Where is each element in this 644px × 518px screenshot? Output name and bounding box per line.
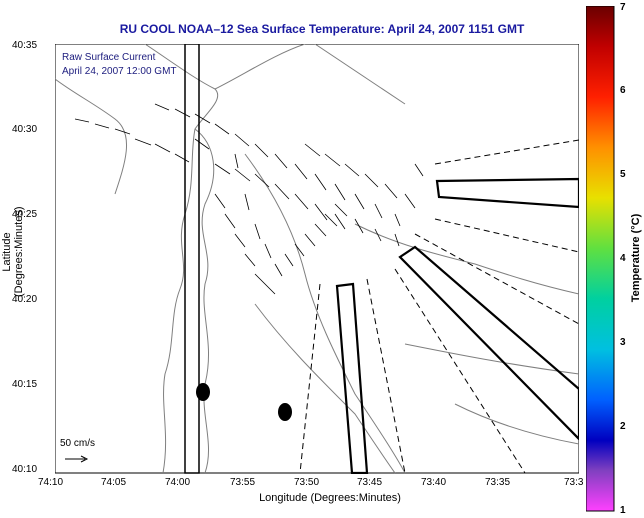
xtick-6: 73:40 — [421, 477, 447, 488]
cbar-tick-6: 6 — [620, 85, 626, 96]
coastline — [184, 44, 200, 474]
xtick-0: 74:10 — [38, 477, 64, 488]
cbar-tick-2: 2 — [620, 421, 626, 432]
y-axis-label: Latitude (Degrees:Minutes) — [1, 206, 25, 297]
current-vectors — [74, 103, 424, 295]
map-title: RU COOL NOAA–12 Sea Surface Temperature:… — [119, 22, 525, 36]
cbar-tick-3: 3 — [620, 337, 626, 348]
xtick-7: 73:35 — [485, 477, 511, 488]
buoy-marker-1 — [196, 383, 210, 401]
xtick-2: 74:00 — [165, 477, 191, 488]
cbar-tick-1: 1 — [620, 505, 626, 516]
xtick-1: 74:05 — [101, 477, 127, 488]
ytick-1: 40:30 — [12, 124, 38, 135]
ytick-0: 40:35 — [12, 40, 38, 51]
vector-legend: Raw Surface Current April 24, 2007 12:00… — [62, 51, 177, 79]
ytick-5: 40:10 — [12, 464, 38, 475]
colorbar-gradient — [586, 6, 615, 512]
xtick-4: 73:50 — [294, 477, 320, 488]
plot-frame — [55, 44, 579, 474]
cbar-tick-4: 4 — [620, 253, 626, 264]
cbar-tick-5: 5 — [620, 169, 626, 180]
ytick-4: 40:15 — [12, 379, 38, 390]
ytick-3: 40:20 — [12, 294, 38, 305]
scale-arrow-head — [80, 455, 89, 463]
colorbar-label: Temperature (°C) — [630, 213, 642, 303]
x-axis-label: Longitude (Degrees:Minutes) — [259, 492, 401, 504]
legend-line-2: April 24, 2007 12:00 GMT — [62, 66, 177, 77]
shipping-lanes — [299, 139, 579, 474]
xtick-3: 73:55 — [230, 477, 256, 488]
buoy-marker-2 — [278, 403, 292, 421]
colorbar — [586, 6, 615, 512]
ytick-2: 40:25 — [12, 209, 38, 220]
cbar-tick-7: 7 — [620, 2, 626, 13]
xtick-8: 73:3 — [564, 477, 584, 488]
map-plot — [55, 44, 579, 474]
xtick-5: 73:45 — [357, 477, 383, 488]
legend-line-1: Raw Surface Current — [62, 52, 156, 63]
scale-label: 50 cm/s — [60, 438, 96, 449]
